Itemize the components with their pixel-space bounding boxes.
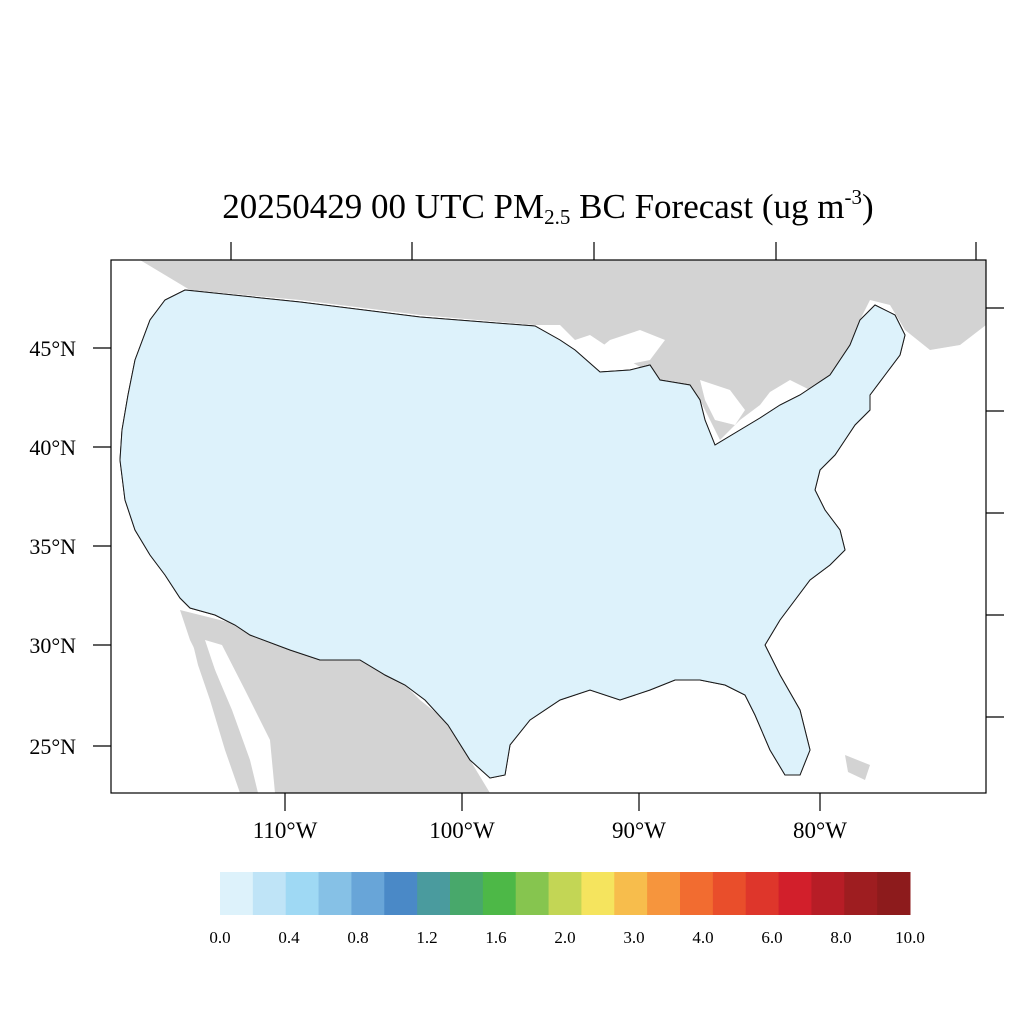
colorbar-swatch: [515, 872, 550, 915]
colorbar-swatch: [778, 872, 812, 915]
title-prefix: 20250429 00 UTC PM: [222, 187, 545, 226]
colorbar-swatch: [877, 872, 911, 915]
colorbar-swatch: [384, 872, 418, 915]
colorbar-label: 1.6: [485, 928, 506, 947]
colorbar-labels: 0.0 0.4 0.8 1.2 1.6 2.0 3.0 4.0 6.0 8.0 10.0: [209, 928, 925, 947]
lon-label: 100°W: [429, 818, 495, 843]
lat-label: 45°N: [29, 336, 76, 361]
map-area: [111, 260, 986, 793]
colorbar-swatch: [417, 872, 451, 915]
colorbar-label: 10.0: [895, 928, 925, 947]
colorbar-swatch: [220, 872, 254, 915]
map-title: 20250429 00 UTC PM2.5 BC Forecast (ug m-…: [0, 182, 1024, 232]
colorbar-swatch: [482, 872, 517, 915]
colorbar-label: 2.0: [554, 928, 575, 947]
baja-peninsula: [192, 640, 255, 793]
lake-superior: [585, 330, 665, 370]
colorbar: [220, 872, 911, 915]
colorbar-label: 0.0: [209, 928, 230, 947]
colorbar-swatch: [548, 872, 582, 915]
lon-label: 90°W: [612, 818, 666, 843]
colorbar-swatch: [285, 872, 320, 915]
top-ticks: [230, 242, 977, 260]
lat-label: 30°N: [29, 633, 76, 658]
colorbar-swatch: [647, 872, 681, 915]
colorbar-label: 8.0: [830, 928, 851, 947]
colorbar-label: 0.8: [347, 928, 368, 947]
right-ticks: [986, 307, 1004, 718]
lon-label: 80°W: [793, 818, 847, 843]
colorbar-swatch: [318, 872, 352, 915]
colorbar-label: 0.4: [278, 928, 300, 947]
bottom-ticks: [284, 793, 821, 811]
lat-label: 35°N: [29, 534, 76, 559]
colorbar-swatch: [712, 872, 747, 915]
map-frame: [110, 259, 987, 794]
cuba: [845, 755, 870, 780]
colorbar-label: 3.0: [623, 928, 644, 947]
gulf-of-california: [205, 640, 275, 793]
title-suffix: ): [862, 187, 874, 226]
left-ticks: [93, 347, 111, 747]
colorbar-swatch: [811, 872, 845, 915]
colorbar-label: 4.0: [692, 928, 713, 947]
colorbar-label: 1.2: [416, 928, 437, 947]
colorbar-swatch: [581, 872, 615, 915]
lat-label: 40°N: [29, 435, 76, 460]
colorbar-swatch: [680, 872, 714, 915]
colorbar-swatch: [351, 872, 385, 915]
colorbar-label: 6.0: [761, 928, 782, 947]
colorbar-swatch: [844, 872, 878, 915]
canada-landmass: [140, 260, 986, 440]
lat-label: 25°N: [29, 734, 76, 759]
title-superscript: -3: [844, 185, 863, 209]
colorbar-swatch: [252, 872, 287, 915]
lon-label: 110°W: [253, 818, 318, 843]
colorbar-swatch: [450, 872, 484, 915]
title-subscript: 2.5: [544, 205, 571, 229]
colorbar-swatch: [745, 872, 780, 915]
title-middle: BC Forecast (ug m: [570, 187, 845, 226]
lake-huron: [700, 380, 745, 425]
colorbar-swatch: [614, 872, 648, 915]
